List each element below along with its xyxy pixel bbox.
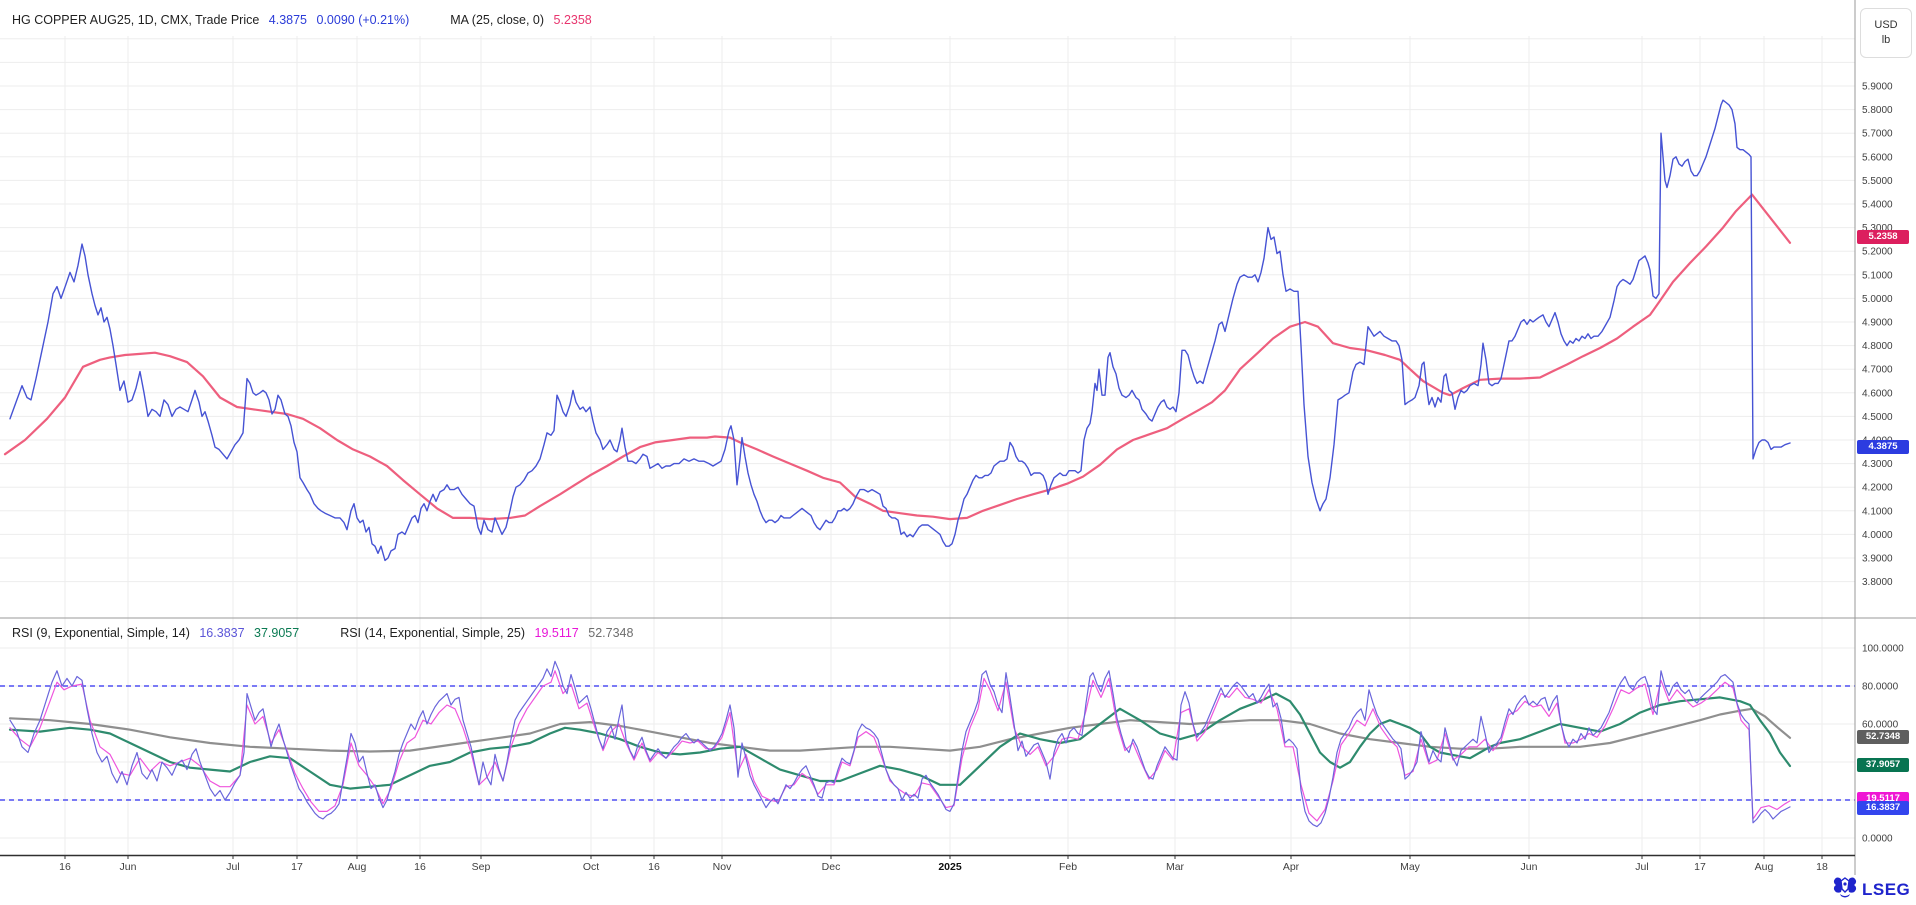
svg-text:16: 16: [414, 861, 426, 873]
svg-text:5.4000: 5.4000: [1862, 200, 1893, 211]
svg-text:Feb: Feb: [1059, 861, 1077, 873]
svg-text:Apr: Apr: [1283, 861, 1300, 873]
svg-text:5.0000: 5.0000: [1862, 294, 1893, 305]
rsi9-ma-legend-value: 37.9057: [254, 626, 300, 640]
unit-denominator-label: lb: [1881, 34, 1891, 46]
rsi9-legend-value: 16.3837: [199, 626, 245, 640]
ma-price-badge: 5.2358: [1857, 230, 1909, 244]
svg-text:4.9000: 4.9000: [1862, 318, 1893, 329]
svg-text:4.0000: 4.0000: [1862, 530, 1893, 541]
svg-text:4.3000: 4.3000: [1862, 459, 1893, 470]
last-price-value: 4.3875: [268, 13, 308, 27]
svg-text:17: 17: [1694, 861, 1706, 873]
svg-text:4.8000: 4.8000: [1862, 341, 1893, 352]
svg-text:4.6000: 4.6000: [1862, 388, 1893, 399]
price-unit-box: USD lb: [1860, 8, 1912, 58]
rsi-legend[interactable]: RSI (9, Exponential, Simple, 14) 16.3837…: [12, 626, 639, 640]
svg-text:16: 16: [59, 861, 71, 873]
lseg-logo: LSEG: [1832, 876, 1910, 903]
svg-text:4.2000: 4.2000: [1862, 483, 1893, 494]
main-chart-legend[interactable]: HG COPPER AUG25, 1D, CMX, Trade Price 4.…: [12, 13, 598, 27]
svg-text:Jul: Jul: [226, 861, 239, 873]
ma-legend-label: MA (25, close, 0): [450, 13, 545, 27]
svg-text:3.9000: 3.9000: [1862, 554, 1893, 565]
svg-text:18: 18: [1816, 861, 1828, 873]
svg-text:4.5000: 4.5000: [1862, 412, 1893, 423]
svg-text:17: 17: [291, 861, 303, 873]
svg-text:80.0000: 80.0000: [1862, 682, 1899, 693]
svg-text:5.2000: 5.2000: [1862, 247, 1893, 258]
svg-text:2025: 2025: [938, 861, 962, 873]
lseg-crest-icon: [1832, 876, 1858, 903]
svg-text:5.5000: 5.5000: [1862, 176, 1893, 187]
price-change-value: 0.0090 (+0.21%): [316, 13, 410, 27]
svg-text:4.7000: 4.7000: [1862, 365, 1893, 376]
rsi14-legend-label: RSI (14, Exponential, Simple, 25): [340, 626, 526, 640]
svg-text:Dec: Dec: [822, 861, 841, 873]
rsi9-badge: 16.3837: [1857, 801, 1909, 815]
rsi14-legend-value: 19.5117: [534, 626, 579, 640]
svg-text:5.7000: 5.7000: [1862, 129, 1893, 140]
unit-currency-label: USD: [1874, 19, 1898, 31]
rsi14-ma-badge: 52.7348: [1857, 730, 1909, 744]
svg-text:Nov: Nov: [713, 861, 732, 873]
symbol-legend-text: HG COPPER AUG25, 1D, CMX, Trade Price: [12, 13, 260, 27]
ma-legend-value: 5.2358: [553, 13, 592, 27]
last-price-badge: 4.3875: [1857, 440, 1909, 454]
svg-text:16: 16: [648, 861, 660, 873]
svg-text:4.1000: 4.1000: [1862, 506, 1893, 517]
svg-text:Jun: Jun: [120, 861, 137, 873]
svg-text:5.6000: 5.6000: [1862, 152, 1893, 163]
svg-text:Jun: Jun: [1521, 861, 1538, 873]
svg-text:5.1000: 5.1000: [1862, 270, 1893, 281]
svg-text:5.8000: 5.8000: [1862, 105, 1893, 116]
svg-text:100.0000: 100.0000: [1862, 644, 1904, 655]
svg-text:0.0000: 0.0000: [1862, 834, 1893, 845]
rsi9-ma-badge: 37.9057: [1857, 758, 1909, 772]
svg-text:Aug: Aug: [1755, 861, 1774, 873]
svg-text:Mar: Mar: [1166, 861, 1185, 873]
svg-text:5.9000: 5.9000: [1862, 82, 1893, 93]
rsi9-legend-label: RSI (9, Exponential, Simple, 14): [12, 626, 190, 640]
svg-text:May: May: [1400, 861, 1421, 873]
svg-text:Oct: Oct: [583, 861, 599, 873]
svg-text:3.8000: 3.8000: [1862, 577, 1893, 588]
svg-text:Aug: Aug: [348, 861, 367, 873]
lseg-logo-text: LSEG: [1862, 879, 1911, 899]
rsi14-ma-legend-value: 52.7348: [588, 626, 634, 640]
svg-text:Jul: Jul: [1635, 861, 1648, 873]
svg-text:60.0000: 60.0000: [1862, 720, 1899, 731]
svg-text:5.3000: 5.3000: [1862, 223, 1893, 234]
svg-text:Sep: Sep: [472, 861, 491, 873]
